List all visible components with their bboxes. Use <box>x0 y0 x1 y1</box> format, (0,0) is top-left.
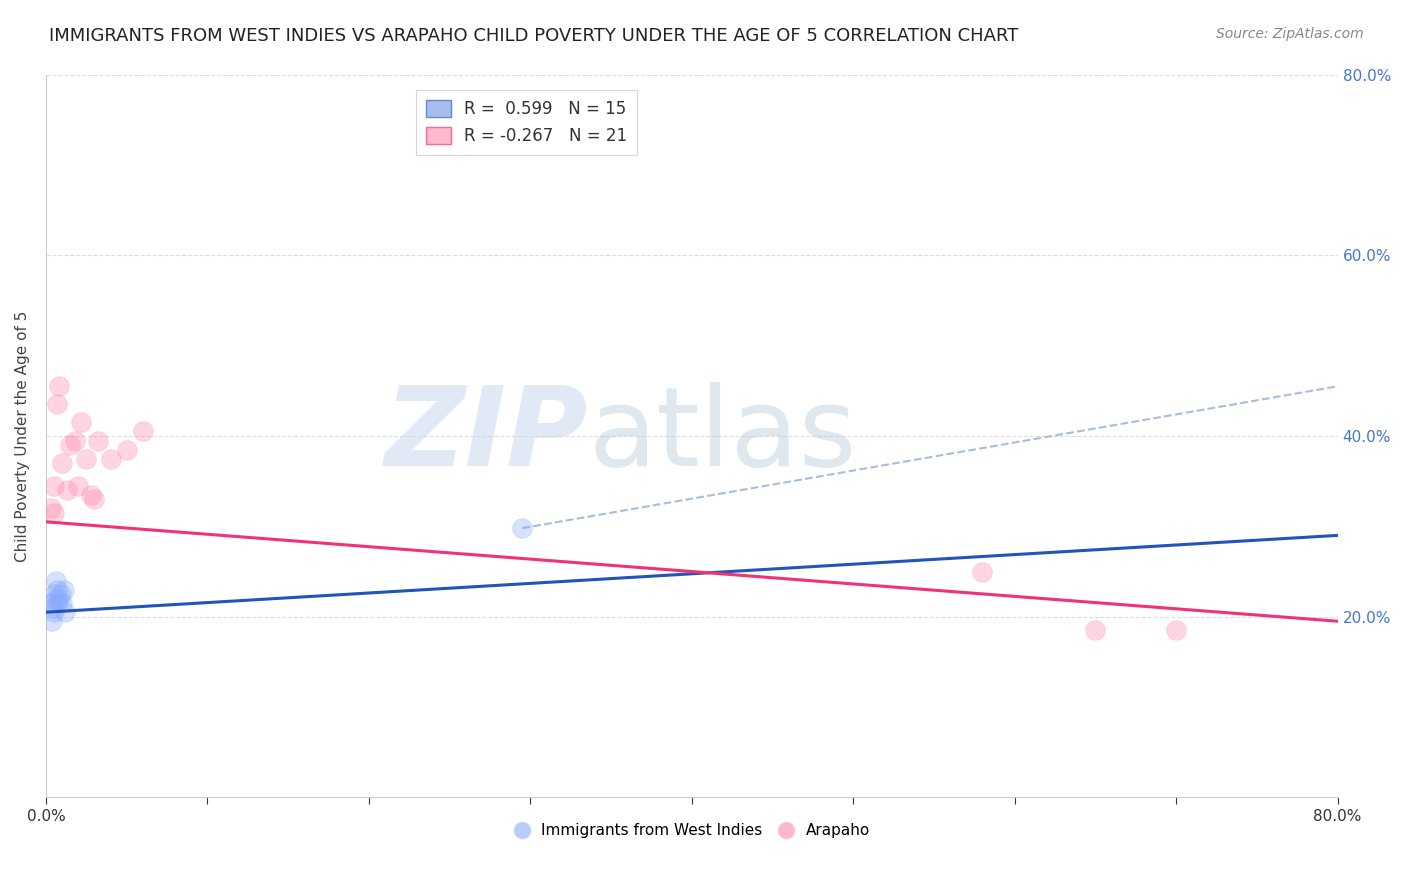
Point <box>42 587 65 601</box>
Point <box>51 456 73 470</box>
Text: ZIP: ZIP <box>385 383 589 490</box>
Point <box>75 451 97 466</box>
Point <box>42 605 65 619</box>
Point <box>46 596 69 610</box>
Point <box>70 416 93 430</box>
Point <box>48 591 70 606</box>
Point <box>42 478 65 492</box>
Point <box>51 596 73 610</box>
Point <box>53 605 76 619</box>
Point <box>39 596 62 610</box>
Point <box>1166 624 1188 638</box>
Point <box>67 478 90 492</box>
Point <box>1084 624 1107 638</box>
Point <box>510 521 533 535</box>
Point <box>132 425 155 439</box>
Point <box>42 506 65 520</box>
Point <box>83 492 105 507</box>
Point <box>52 582 75 597</box>
Point <box>80 488 103 502</box>
Point <box>46 582 69 597</box>
Text: IMMIGRANTS FROM WEST INDIES VS ARAPAHO CHILD POVERTY UNDER THE AGE OF 5 CORRELAT: IMMIGRANTS FROM WEST INDIES VS ARAPAHO C… <box>49 27 1018 45</box>
Point <box>46 397 69 411</box>
Point <box>86 434 108 448</box>
Point <box>39 501 62 516</box>
Point <box>49 587 72 601</box>
Text: atlas: atlas <box>589 383 858 490</box>
Point <box>41 614 63 628</box>
Point <box>63 434 86 448</box>
Point <box>59 438 82 452</box>
Legend: Immigrants from West Indies, Arapaho: Immigrants from West Indies, Arapaho <box>508 817 876 844</box>
Point <box>972 565 994 579</box>
Point <box>100 451 122 466</box>
Point <box>45 574 67 588</box>
Y-axis label: Child Poverty Under the Age of 5: Child Poverty Under the Age of 5 <box>15 310 30 562</box>
Point <box>45 591 67 606</box>
Point <box>48 379 70 393</box>
Point <box>115 442 138 457</box>
Point <box>42 600 65 615</box>
Point <box>56 483 79 498</box>
Text: Source: ZipAtlas.com: Source: ZipAtlas.com <box>1216 27 1364 41</box>
